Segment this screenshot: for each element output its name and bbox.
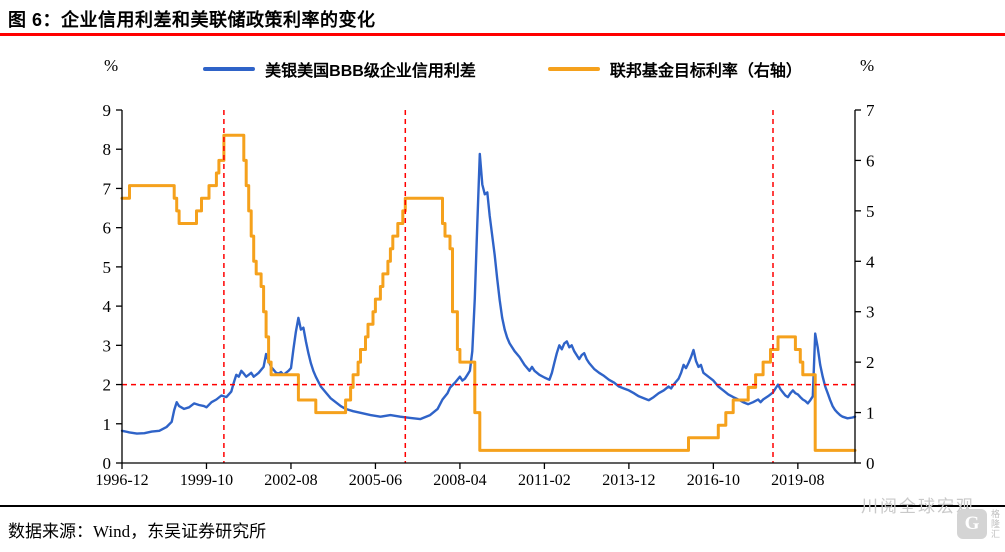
- svg-text:9: 9: [103, 101, 112, 120]
- gelonghui-logo-label: 格隆汇: [990, 509, 1000, 539]
- svg-text:1999-10: 1999-10: [180, 472, 233, 489]
- svg-text:5: 5: [866, 202, 875, 221]
- legend-label-fed-funds: 联邦基金目标利率（右轴）: [609, 63, 802, 80]
- svg-text:8: 8: [103, 140, 112, 159]
- legend-item-fed-funds: 联邦基金目标利率（右轴）: [547, 57, 802, 81]
- watermark-text: 川阅全球宏观: [861, 497, 975, 516]
- gelonghui-logo-icon: G: [957, 509, 987, 539]
- svg-text:1: 1: [103, 415, 112, 434]
- svg-text:2: 2: [103, 376, 112, 395]
- svg-text:0: 0: [103, 454, 112, 473]
- chart-legend: 美银美国BBB级企业信用利差 联邦基金目标利率（右轴）: [0, 57, 1005, 81]
- svg-text:1996-12: 1996-12: [95, 472, 148, 489]
- data-source: 数据来源：Wind，东吴证券研究所: [8, 522, 267, 541]
- footer-divider: [0, 505, 1005, 507]
- svg-text:4: 4: [866, 252, 875, 271]
- svg-text:2008-04: 2008-04: [433, 472, 486, 489]
- svg-text:2002-08: 2002-08: [264, 472, 317, 489]
- svg-text:3: 3: [866, 303, 875, 322]
- figure-title: 图 6：企业信用利差和美联储政策利率的变化: [8, 10, 376, 30]
- svg-text:2005-06: 2005-06: [349, 472, 402, 489]
- svg-text:7: 7: [103, 179, 112, 198]
- svg-text:6: 6: [103, 219, 112, 238]
- svg-text:2011-02: 2011-02: [518, 472, 571, 489]
- svg-text:2016-10: 2016-10: [687, 472, 740, 489]
- svg-text:3: 3: [103, 336, 112, 355]
- svg-text:1: 1: [866, 404, 875, 423]
- svg-text:0: 0: [866, 454, 875, 473]
- right-axis-unit: %: [860, 56, 875, 75]
- legend-label-bbb-spread: 美银美国BBB级企业信用利差: [265, 63, 476, 80]
- legend-item-bbb-spread: 美银美国BBB级企业信用利差: [203, 57, 476, 81]
- svg-text:2: 2: [866, 353, 875, 372]
- svg-text:2013-12: 2013-12: [602, 472, 655, 489]
- gelonghui-logo: G 格隆汇: [957, 509, 1000, 539]
- legend-line-blue-icon: [203, 67, 256, 71]
- title-underline: [0, 33, 1005, 36]
- legend-line-orange-icon: [547, 67, 600, 71]
- svg-text:6: 6: [866, 151, 875, 170]
- svg-text:7: 7: [866, 101, 875, 120]
- svg-text:4: 4: [103, 297, 112, 316]
- left-axis-unit: %: [104, 56, 119, 75]
- svg-text:5: 5: [103, 258, 112, 277]
- svg-text:2019-08: 2019-08: [771, 472, 824, 489]
